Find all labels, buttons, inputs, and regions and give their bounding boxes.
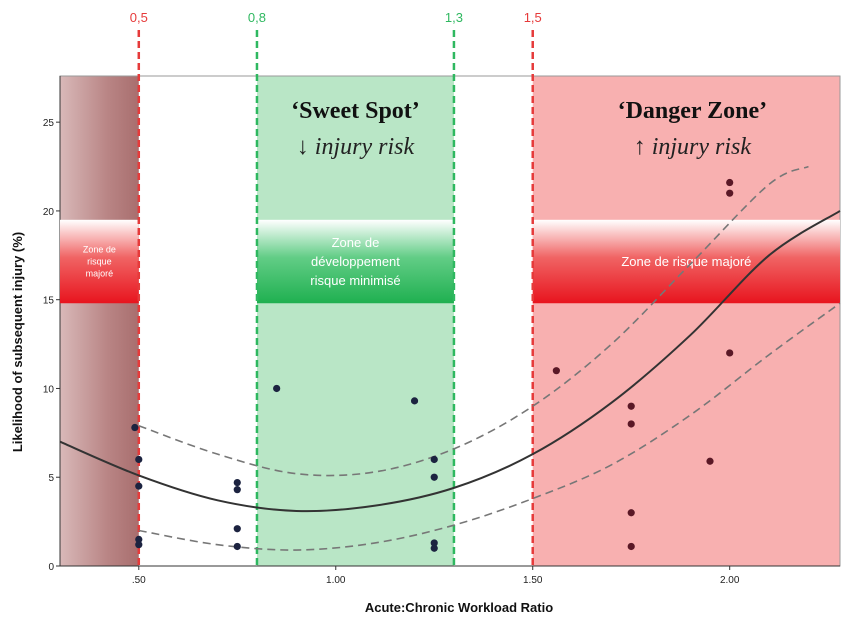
y-tick-label: 5 bbox=[48, 473, 54, 484]
lower-ci-curve bbox=[138, 302, 841, 551]
danger-zone-subtitle: ↑ injury risk bbox=[634, 134, 752, 160]
threshold-label: 1,3 bbox=[445, 10, 463, 25]
banner-danger bbox=[532, 219, 840, 304]
fit-curves bbox=[59, 165, 841, 551]
y-axis-label: Likelihood of subsequent injury (%) bbox=[10, 232, 25, 452]
data-point bbox=[131, 423, 139, 432]
banner-danger-text: Zone de risque majoré bbox=[621, 254, 751, 269]
data-point bbox=[627, 542, 635, 551]
sweet-spot-title: ‘Sweet Spot’ bbox=[291, 98, 420, 124]
fit-curve bbox=[59, 210, 841, 513]
data-point bbox=[410, 397, 419, 405]
x-tick-label: 1.50 bbox=[523, 575, 543, 586]
data-point bbox=[430, 455, 438, 464]
data-points bbox=[131, 178, 734, 552]
banner-sweet-text: développement bbox=[311, 254, 400, 269]
data-point bbox=[627, 402, 635, 410]
data-point bbox=[726, 349, 734, 357]
zone-backgrounds bbox=[60, 76, 840, 566]
y-tick-label: 0 bbox=[48, 562, 54, 573]
data-point bbox=[135, 535, 143, 543]
zone-left-background bbox=[60, 76, 139, 566]
data-point bbox=[430, 544, 438, 552]
data-point bbox=[233, 542, 241, 551]
sweet-spot-subtitle: ↓ injury risk bbox=[297, 134, 415, 160]
banner-left bbox=[60, 219, 139, 304]
data-point bbox=[430, 473, 438, 481]
zone-banners: Zone de risque majoré Zone de développement r… bbox=[60, 219, 840, 304]
y-tick-label: 20 bbox=[43, 207, 55, 218]
y-tick-label: 15 bbox=[43, 296, 55, 307]
upper-ci-curve bbox=[138, 165, 809, 477]
data-point bbox=[706, 457, 714, 465]
banner-sweet bbox=[256, 219, 454, 304]
data-point bbox=[135, 541, 143, 549]
threshold-label: 1,5 bbox=[524, 10, 542, 25]
banner-left-text: risque bbox=[87, 257, 112, 267]
threshold-label: 0,5 bbox=[130, 10, 148, 25]
zone-danger-background bbox=[532, 76, 840, 566]
banner-sweet-text: Zone de bbox=[332, 235, 380, 250]
data-point bbox=[430, 539, 438, 547]
zone-sweet-background bbox=[256, 76, 454, 566]
x-tick-label: .50 bbox=[132, 575, 146, 586]
x-tick-label: 1.00 bbox=[326, 575, 346, 586]
banner-left-text: Zone de bbox=[83, 245, 116, 255]
data-point bbox=[233, 525, 241, 533]
data-point bbox=[135, 455, 143, 464]
y-tick-label: 25 bbox=[43, 118, 55, 129]
plot-frame: 0 5 10 15 20 25 .50 1.00 1.50 2.00 bbox=[43, 75, 841, 586]
data-point bbox=[627, 509, 635, 517]
data-point bbox=[273, 384, 281, 393]
data-point bbox=[233, 486, 241, 494]
x-tick-label: 2.00 bbox=[720, 575, 740, 586]
data-point bbox=[552, 367, 560, 375]
banner-left-text: majoré bbox=[86, 269, 114, 279]
threshold-label: 0,8 bbox=[248, 10, 266, 25]
x-axis-label: Acute:Chronic Workload Ratio bbox=[365, 600, 553, 615]
y-tick-label: 10 bbox=[43, 384, 55, 395]
data-point bbox=[135, 482, 143, 490]
data-point bbox=[726, 178, 734, 187]
threshold-lines: 0,5 0,8 1,3 1,5 bbox=[130, 10, 542, 566]
data-point bbox=[233, 478, 241, 487]
banner-sweet-text: risque minimisé bbox=[310, 273, 400, 288]
chart-text: ‘Sweet Spot’ ↓ injury risk ‘Danger Zone’ ↑ … bbox=[291, 98, 767, 160]
data-point bbox=[726, 189, 734, 197]
data-point bbox=[627, 420, 635, 428]
danger-zone-title: ‘Danger Zone’ bbox=[618, 98, 768, 124]
